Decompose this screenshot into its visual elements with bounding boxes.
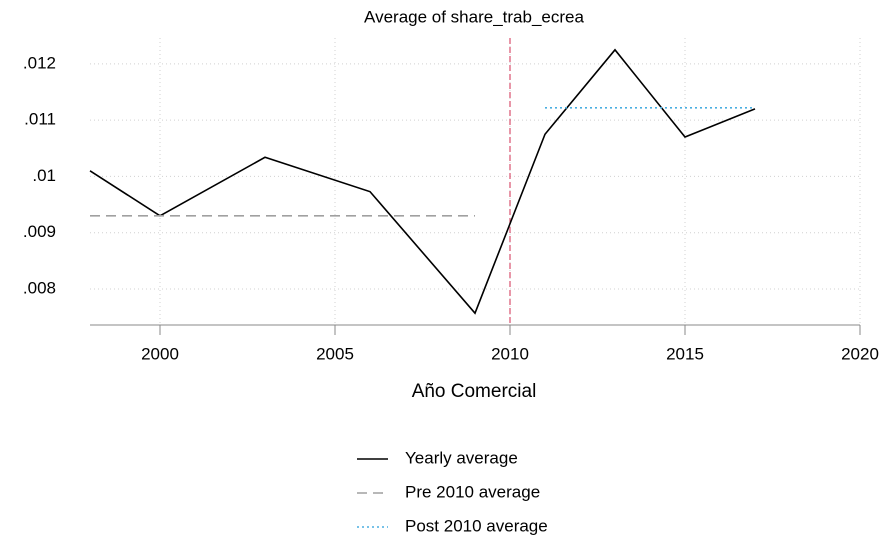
legend-label: Post 2010 average: [405, 516, 548, 535]
y-tick-label: .009: [23, 222, 56, 241]
x-axis-label: Año Comercial: [412, 381, 537, 402]
legend-label: Pre 2010 average: [405, 482, 540, 501]
x-tick-label: 2000: [141, 344, 179, 363]
series-line: [89, 48, 756, 315]
x-tick-label: 2010: [491, 344, 529, 363]
x-tick-label: 2015: [666, 344, 704, 363]
y-tick-label: .008: [23, 278, 56, 297]
legend-label: Yearly average: [405, 448, 518, 467]
y-tick-label: .011: [24, 110, 56, 129]
chart-title: Average of share_trab_ecrea: [364, 7, 584, 26]
y-tick-label: .01: [32, 166, 56, 185]
x-tick-label: 2005: [316, 344, 354, 363]
y-tick-label: .012: [23, 53, 56, 72]
x-tick-label: 2020: [841, 344, 879, 363]
